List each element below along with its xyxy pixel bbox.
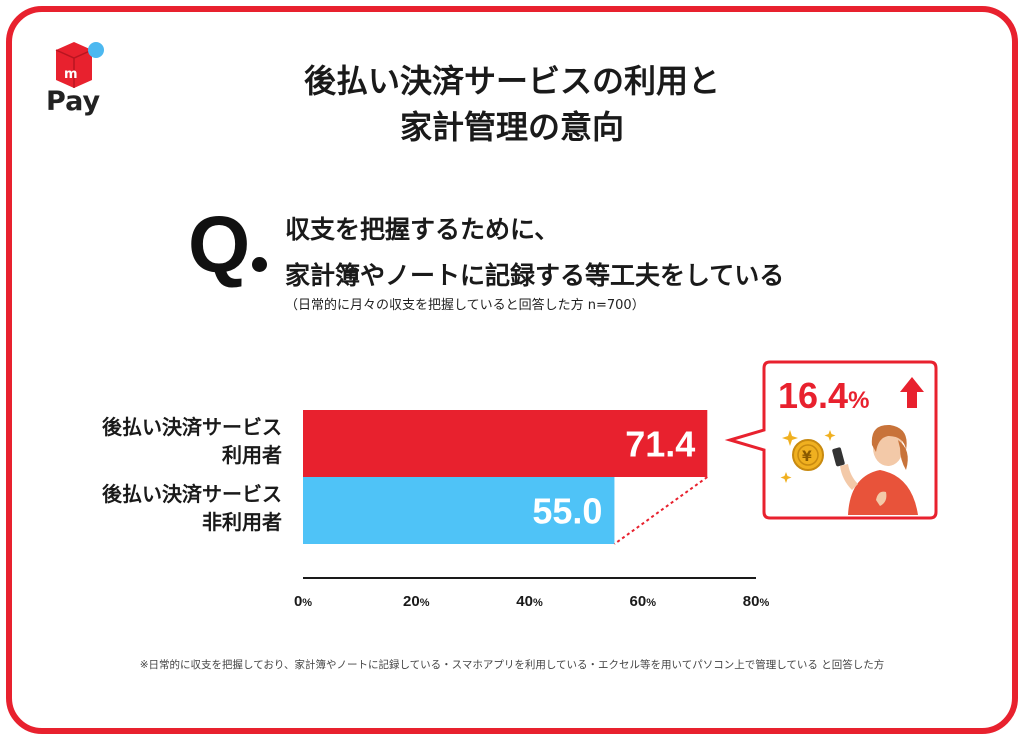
category-label-1-1: 非利用者 xyxy=(202,510,282,534)
footnote: ※日常的に収支を把握しており、家計簿やノートに記録している・スマホアプリを利用し… xyxy=(139,659,885,671)
bar-0 xyxy=(303,410,708,477)
title-line-2: 家計管理の意向 xyxy=(399,108,624,146)
bar-value-label-0: 71.4 xyxy=(625,424,695,465)
bars-group: 71.4 55.0 xyxy=(303,410,708,544)
x-tick-label-1: 20% xyxy=(403,593,430,610)
x-axis-ticks: 0% 20% 40% 60% 80% xyxy=(294,593,770,610)
coin-icon: ¥ xyxy=(792,439,824,471)
merpay-logo: m Pay xyxy=(44,40,114,130)
svg-text:16.4%: 16.4% xyxy=(778,375,869,416)
question-mark-q: Q xyxy=(188,200,251,289)
x-tick-label-3: 60% xyxy=(630,593,657,610)
question-line-1: 収支を把握するために、 xyxy=(285,215,560,244)
x-tick-label-2: 40% xyxy=(516,593,543,610)
up-arrow-icon xyxy=(900,377,924,408)
svg-text:m: m xyxy=(64,67,78,82)
category-label-0-1: 利用者 xyxy=(222,443,282,467)
callout-value: 16.4 xyxy=(778,375,848,416)
category-label-1-0: 後払い決済サービス xyxy=(102,482,282,506)
sparkle-icon xyxy=(780,430,836,483)
category-label-0-0: 後払い決済サービス xyxy=(102,415,282,439)
x-tick-label-0: 0% xyxy=(294,593,312,610)
x-tick-label-4: 80% xyxy=(743,593,770,610)
logo-wordmark: Pay xyxy=(46,86,101,117)
callout-bubble: 16.4% ¥ xyxy=(724,360,938,520)
bar-value-label-1: 55.0 xyxy=(532,491,602,532)
sample-note: （日常的に月々の収支を把握していると回答した方 n=700） xyxy=(285,298,645,313)
difference-connector xyxy=(613,476,708,545)
question-dot xyxy=(252,257,267,272)
merpay-box-icon: m xyxy=(55,42,104,88)
question-text: 収支を把握するために、 家計簿やノートに記録する等工夫をしている xyxy=(285,207,784,299)
title-line-1: 後払い決済サービスの利用と xyxy=(303,62,720,100)
callout-unit: % xyxy=(848,387,869,414)
svg-text:¥: ¥ xyxy=(802,449,812,465)
question-line-2: 家計簿やノートに記録する等工夫をしている xyxy=(285,261,785,290)
page-title: 後払い決済サービスの利用と 家計管理の意向 xyxy=(0,58,1024,150)
woman-with-phone-illustration xyxy=(832,424,918,515)
bar-1 xyxy=(303,477,615,544)
